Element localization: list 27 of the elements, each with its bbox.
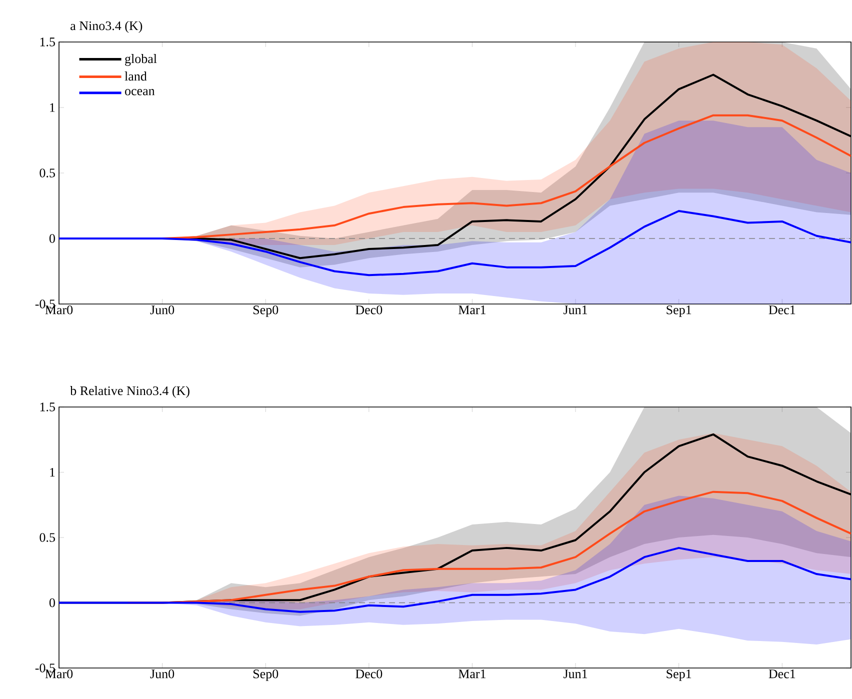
x-tick-label: Sep0 bbox=[253, 670, 278, 681]
x-tick-label: Sep1 bbox=[666, 670, 692, 681]
y-tick-label: 0 bbox=[49, 598, 55, 608]
x-tick-label: Sep1 bbox=[666, 306, 692, 317]
x-tick-label: Jun0 bbox=[150, 306, 174, 314]
x-tick-label: Sep0 bbox=[253, 306, 278, 317]
x-tick-label: Dec1 bbox=[768, 306, 796, 314]
y-tick-label: 0 bbox=[49, 234, 55, 243]
chart-title: a Nino3.4 (K) bbox=[70, 21, 142, 33]
x-tick-label: Jun1 bbox=[564, 670, 588, 678]
legend-label: ocean bbox=[125, 89, 155, 96]
chart-title: b Relative Nino3.4 (K) bbox=[70, 386, 190, 398]
x-tick-label: Jun0 bbox=[150, 670, 174, 678]
x-tick-label: Dec0 bbox=[356, 670, 382, 678]
y-tick-label: 1.5 bbox=[40, 402, 55, 412]
x-tick-label: Mar1 bbox=[458, 306, 486, 314]
legend-label: global bbox=[125, 54, 157, 66]
y-tick-label: 1 bbox=[50, 468, 55, 477]
y-tick-label: 1 bbox=[50, 103, 55, 112]
y-tick-label: 1.5 bbox=[40, 38, 55, 46]
legend-label: land bbox=[124, 72, 147, 81]
x-tick-label: Dec1 bbox=[768, 670, 796, 678]
y-tick-label: 0.5 bbox=[40, 168, 55, 178]
x-tick-label: Jun1 bbox=[564, 306, 588, 314]
x-tick-label: Dec0 bbox=[356, 306, 382, 314]
y-tick-label: 0.5 bbox=[40, 533, 55, 542]
x-tick-label: Mar1 bbox=[458, 670, 486, 678]
